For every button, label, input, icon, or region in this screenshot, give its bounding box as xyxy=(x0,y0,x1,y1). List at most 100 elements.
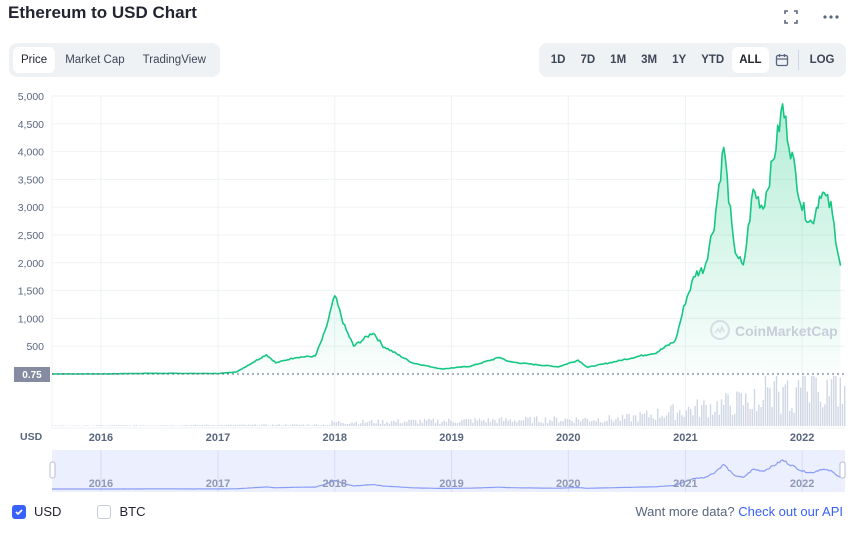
volume-bar xyxy=(236,424,239,426)
tab-market-cap[interactable]: Market Cap xyxy=(65,54,125,66)
volume-bar xyxy=(712,414,714,426)
current-price-label: 0.75 xyxy=(22,370,42,381)
navigator-year-label: 2020 xyxy=(556,478,580,490)
volume-bar xyxy=(203,425,206,426)
volume-bar xyxy=(628,414,630,426)
range-3m[interactable]: 3M xyxy=(641,54,658,66)
volume-bar xyxy=(109,425,111,426)
volume-bar xyxy=(166,425,168,426)
navigator[interactable] xyxy=(49,450,846,492)
volume-bar xyxy=(707,417,709,426)
volume-bar xyxy=(582,419,584,426)
volume-bar xyxy=(58,425,60,426)
volume-bar xyxy=(740,393,742,426)
volume-bar xyxy=(595,421,597,426)
volume-bar xyxy=(225,424,228,426)
navigator-year-label: 2017 xyxy=(206,478,230,490)
volume-bar xyxy=(674,419,676,426)
volume-bar xyxy=(133,425,135,426)
y-tick-label: 2,500 xyxy=(18,230,44,242)
calendar-icon[interactable] xyxy=(769,47,795,73)
y-tick-label: 3,000 xyxy=(18,202,44,214)
volume-bar xyxy=(734,413,736,426)
navigator-year-label: 2022 xyxy=(790,478,814,490)
expand-icon[interactable] xyxy=(780,8,802,26)
volume-bar xyxy=(401,423,404,426)
x-tick-label: 2019 xyxy=(439,432,463,444)
api-link[interactable]: Check out our API xyxy=(738,504,843,519)
volume-bar xyxy=(681,415,683,426)
chart-type-tabs: Price Market Cap TradingView xyxy=(9,43,220,77)
volume-bar xyxy=(483,420,485,426)
volume-bar xyxy=(646,410,648,426)
range-1y[interactable]: 1Y xyxy=(672,54,687,66)
range-ytd[interactable]: YTD xyxy=(701,54,725,66)
volume-bar xyxy=(329,424,331,426)
volume-bar xyxy=(441,421,443,426)
range-7d[interactable]: 7D xyxy=(580,54,596,66)
volume-bar xyxy=(470,419,472,426)
volume-bar xyxy=(423,418,426,426)
range-all[interactable]: ALL xyxy=(731,47,770,73)
y-tick-label: 4,000 xyxy=(18,147,44,159)
volume-bar xyxy=(676,412,679,426)
volume-bar xyxy=(665,415,668,426)
volume-bar xyxy=(802,376,804,426)
volume-bar xyxy=(357,424,360,426)
volume-bar xyxy=(555,417,558,426)
volume-bar xyxy=(657,408,659,426)
usd-checkbox[interactable] xyxy=(12,504,26,519)
volume-bar xyxy=(727,394,729,426)
volume-bar xyxy=(659,417,661,426)
volume-bar xyxy=(181,425,184,426)
volume-bar xyxy=(731,415,734,426)
volume-bar xyxy=(417,423,419,426)
volume-bar xyxy=(274,425,276,426)
volume-bar xyxy=(718,414,720,426)
coinmarketcap-logo-icon xyxy=(709,319,731,341)
price-area xyxy=(52,103,841,375)
navigator-year-label: 2021 xyxy=(673,478,697,490)
volume-bar xyxy=(69,425,71,426)
volume-bar xyxy=(454,422,456,426)
log-scale-toggle[interactable]: LOG xyxy=(809,54,835,66)
volume-bar xyxy=(599,422,602,426)
y-unit-label: USD xyxy=(20,431,43,443)
volume-bar xyxy=(276,424,278,426)
volume-bar xyxy=(685,410,687,426)
volume-bar xyxy=(560,421,562,426)
volume-bar xyxy=(775,376,778,426)
volume-bar xyxy=(291,424,294,426)
navigator-left-handle[interactable] xyxy=(49,461,56,479)
volume-bar xyxy=(767,387,769,426)
range-1m[interactable]: 1M xyxy=(610,54,627,66)
volume-bar xyxy=(826,379,828,426)
volume-bar xyxy=(450,420,452,426)
volume-bar xyxy=(142,425,144,426)
volume-bar xyxy=(527,418,529,426)
volume-bar xyxy=(177,425,179,426)
volume-bar xyxy=(806,391,808,426)
range-1d[interactable]: 1D xyxy=(550,54,566,66)
x-tick-label: 2020 xyxy=(556,432,580,444)
volume-bar xyxy=(443,420,445,426)
tab-price[interactable]: Price xyxy=(13,47,56,73)
volume-bar xyxy=(208,425,210,426)
volume-bar xyxy=(278,424,280,426)
x-tick-label: 2021 xyxy=(673,432,697,444)
volume-bar xyxy=(758,404,760,426)
volume-bar xyxy=(333,422,335,426)
volume-bar xyxy=(375,423,377,426)
tab-tradingview[interactable]: TradingView xyxy=(142,54,206,66)
y-tick-label: 3,500 xyxy=(18,174,44,186)
navigator-right-handle[interactable] xyxy=(839,461,846,479)
volume-bar xyxy=(60,425,63,426)
volume-bar xyxy=(626,414,628,426)
btc-checkbox[interactable] xyxy=(97,504,112,519)
volume-bar xyxy=(529,416,531,426)
more-icon[interactable] xyxy=(820,8,842,26)
volume-bar xyxy=(753,389,756,426)
volume-bar xyxy=(815,377,817,426)
volume-bar xyxy=(234,424,236,426)
volume-bar xyxy=(696,399,698,426)
